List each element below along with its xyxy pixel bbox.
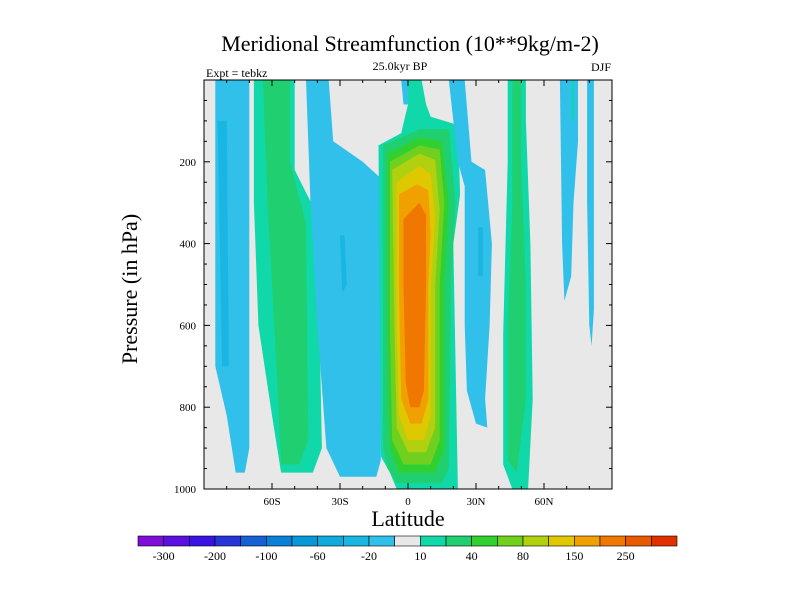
chart-subtitle: 25.0kyr BP [373, 59, 428, 73]
colorbar-swatch [574, 535, 601, 547]
x-tick-label: 60S [263, 496, 280, 508]
colorbar-swatch [137, 535, 164, 547]
y-tick-label: 600 [180, 320, 197, 332]
colorbar-label: 250 [617, 549, 635, 563]
colorbar-swatch [599, 535, 626, 547]
contour-region-nh-subtrop-core [478, 227, 483, 277]
colorbar-label: 150 [565, 549, 583, 563]
plot-area [203, 79, 613, 490]
x-tick-label: 0 [405, 496, 411, 508]
colorbar-swatch [548, 535, 575, 547]
y-tick-label: 1000 [174, 484, 197, 496]
contour-region-hadley-200 [403, 202, 427, 408]
y-tick-label: 200 [180, 157, 197, 169]
colorbar-swatch [497, 535, 524, 547]
colorbar-swatch [163, 535, 190, 547]
colorbar-label: -200 [204, 549, 226, 563]
colorbar-swatch [189, 535, 216, 547]
colorbar-label: -100 [255, 549, 277, 563]
contour-region-sh-subtrop-core [340, 235, 347, 293]
colorbar-label: 10 [414, 549, 426, 563]
colorbar-swatch [343, 535, 370, 547]
contour-region-sh-ferrel-core [262, 80, 309, 465]
contour-region-nh-polar-core [571, 80, 574, 121]
colorbar-swatch [522, 535, 549, 547]
y-tick-label: 800 [180, 402, 197, 414]
colorbar-label: 40 [466, 549, 478, 563]
x-axis-label: Latitude [371, 506, 444, 531]
colorbar-swatch [368, 535, 395, 547]
colorbar-swatch [651, 535, 678, 547]
colorbar-label: 80 [517, 549, 529, 563]
experiment-label: Expt = tebkz [206, 66, 267, 80]
colorbar-swatch [291, 535, 318, 547]
contour-region-nh-polar-cell [559, 80, 578, 301]
x-axis: 60S 30S 0 30N 60N [203, 80, 613, 508]
contour-region-north-upper-cell-b [401, 80, 408, 105]
colorbar-label: -20 [361, 549, 377, 563]
season-label: DJF [591, 60, 611, 74]
chart-title: Meridional Streamfunction (10**9kg/m-2) [221, 31, 599, 56]
contour-region-nh-far-polar [587, 80, 594, 346]
colorbar-swatch [625, 535, 652, 547]
colorbar: -300 -200 -100 -60 -20 10 40 80 150 250 [137, 535, 678, 563]
colorbar-swatch [420, 535, 447, 547]
contour-region-sh-polar-core [217, 120, 229, 367]
contour-region-nh-subtrop-cell [448, 80, 492, 428]
colorbar-swatch [266, 535, 293, 547]
contour-regions [215, 80, 594, 489]
y-axis-label: Pressure (in hPa) [117, 214, 142, 364]
colorbar-swatch [394, 535, 421, 547]
colorbar-label: -300 [153, 549, 175, 563]
colorbar-swatch [445, 535, 472, 547]
x-tick-label: 30N [467, 496, 486, 508]
colorbar-swatch [317, 535, 344, 547]
colorbar-swatch [471, 535, 498, 547]
y-tick-label: 400 [180, 239, 197, 251]
x-tick-label: 60N [535, 496, 554, 508]
contour-region-nh-ferrel-core [507, 80, 526, 473]
colorbar-swatch [214, 535, 241, 547]
colorbar-swatch [240, 535, 267, 547]
colorbar-label: -60 [310, 549, 326, 563]
x-tick-label: 30S [331, 496, 348, 508]
y-axis: 200 400 600 800 1000 [174, 79, 612, 496]
